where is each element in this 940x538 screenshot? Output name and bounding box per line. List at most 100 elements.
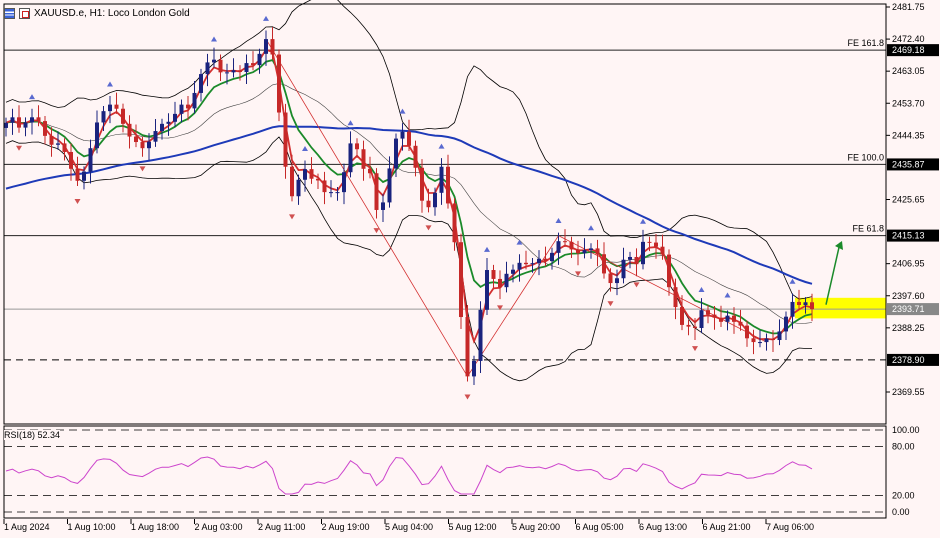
- y-tick-label: 2463.05: [892, 66, 925, 76]
- forecast-arrow-shaft: [825, 242, 841, 305]
- candle-body: [563, 241, 567, 243]
- x-tick-label: 5 Aug 12:00: [449, 522, 497, 532]
- rsi-level-label: 0.00: [892, 507, 910, 517]
- candle-body: [647, 241, 652, 243]
- rsi-level-label: 100.00: [892, 425, 920, 435]
- candle-body: [712, 314, 717, 318]
- x-tick-label: 2 Aug 19:00: [322, 522, 370, 532]
- price-tag-box: [887, 158, 939, 171]
- candle-body: [173, 113, 177, 122]
- candle-body: [491, 270, 496, 279]
- candle-body: [686, 324, 691, 327]
- price-tag-label: 2469.18: [892, 45, 925, 55]
- candle-body: [465, 317, 470, 377]
- candle-body: [667, 254, 671, 288]
- candle-body: [543, 258, 548, 262]
- chart-menu-icon[interactable]: [4, 7, 15, 19]
- candle-body: [335, 192, 340, 194]
- candle-body: [433, 192, 437, 208]
- fractal-down-icon: [607, 301, 614, 307]
- candle-body: [420, 167, 424, 201]
- candle-body: [199, 74, 203, 93]
- chart-window-icon[interactable]: [19, 7, 30, 19]
- price-tag-label: 2435.87: [892, 159, 925, 169]
- candle-body: [381, 202, 385, 210]
- candle-body: [634, 256, 639, 265]
- candle-body: [758, 342, 762, 344]
- candle-body: [439, 166, 444, 193]
- rsi-line: [5, 456, 813, 495]
- candle-body: [621, 259, 626, 279]
- price-tag-label: 2378.90: [892, 355, 925, 365]
- fractal-up-icon: [211, 36, 217, 42]
- candle-body: [23, 122, 28, 128]
- fractal-up-icon: [640, 218, 646, 224]
- candle-body: [17, 117, 21, 128]
- highlight-zone-layer: [795, 297, 886, 319]
- candle-body: [355, 143, 359, 150]
- candle-body: [147, 141, 151, 149]
- candle-body: [797, 301, 801, 306]
- target-zone: [795, 297, 886, 319]
- candle-body: [576, 249, 580, 254]
- candle-body: [784, 316, 788, 332]
- candle-body: [498, 278, 502, 288]
- forecast-arrow-layer: [825, 241, 843, 305]
- candle-body: [394, 138, 398, 169]
- candle-body: [231, 70, 236, 73]
- candle-body: [290, 166, 294, 197]
- zigzag-line: [265, 38, 767, 378]
- candle-body: [361, 149, 366, 169]
- candle-body: [790, 301, 795, 317]
- candle-body: [316, 178, 320, 181]
- bollinger-lower: [5, 136, 813, 382]
- price-pane-frame: [3, 3, 887, 425]
- fractal-up-icon: [789, 278, 796, 284]
- candle-body: [75, 168, 80, 181]
- candle-body: [680, 307, 684, 325]
- candle-body: [413, 145, 418, 168]
- candle-body: [641, 241, 645, 265]
- candle-body: [30, 117, 34, 123]
- candle-body: [602, 254, 606, 274]
- fractal-up-icon: [724, 292, 731, 298]
- candle-body: [537, 258, 541, 264]
- rsi-layer: 100.00 80.00 20.00 0.00: [4, 425, 920, 517]
- fractal-up-icon: [438, 143, 445, 149]
- candle-body: [277, 54, 281, 113]
- candle-body: [303, 169, 307, 180]
- candle-body: [582, 250, 587, 254]
- candle-body: [244, 63, 249, 73]
- price-tag-box: [887, 44, 939, 57]
- fractal-down-icon: [74, 198, 81, 204]
- candle-body: [114, 104, 119, 109]
- candle-body: [706, 310, 710, 315]
- fractal-down-icon: [425, 225, 432, 231]
- candle-body: [166, 121, 171, 124]
- candle-body: [517, 262, 522, 270]
- price-tag-label: 2415.13: [892, 231, 925, 241]
- candle-body: [673, 287, 678, 308]
- candle-body: [88, 148, 93, 172]
- fractal-down-icon: [464, 394, 471, 400]
- fractal-up-icon: [698, 287, 705, 293]
- y-tick-label: 2406.95: [892, 259, 925, 269]
- price-lines-layer: FE 161.8 FE 100.0 FE 61.8: [4, 38, 886, 361]
- candle-body: [264, 39, 268, 54]
- fractals-layer: [16, 15, 796, 400]
- candle-body: [296, 179, 301, 197]
- y-tick-label: 2472.40: [892, 34, 925, 44]
- fractal-up-icon: [347, 120, 354, 126]
- candle-body: [212, 59, 216, 63]
- candle-body: [608, 273, 613, 284]
- candle-body: [10, 117, 15, 123]
- candle-body: [49, 135, 54, 145]
- y-tick-label: 2397.60: [892, 291, 925, 301]
- fractal-down-icon: [139, 166, 146, 172]
- candle-body: [732, 315, 736, 322]
- candle-body: [654, 242, 658, 247]
- candle-body: [595, 248, 600, 255]
- candle-body: [62, 143, 67, 152]
- fractal-down-icon: [575, 271, 581, 277]
